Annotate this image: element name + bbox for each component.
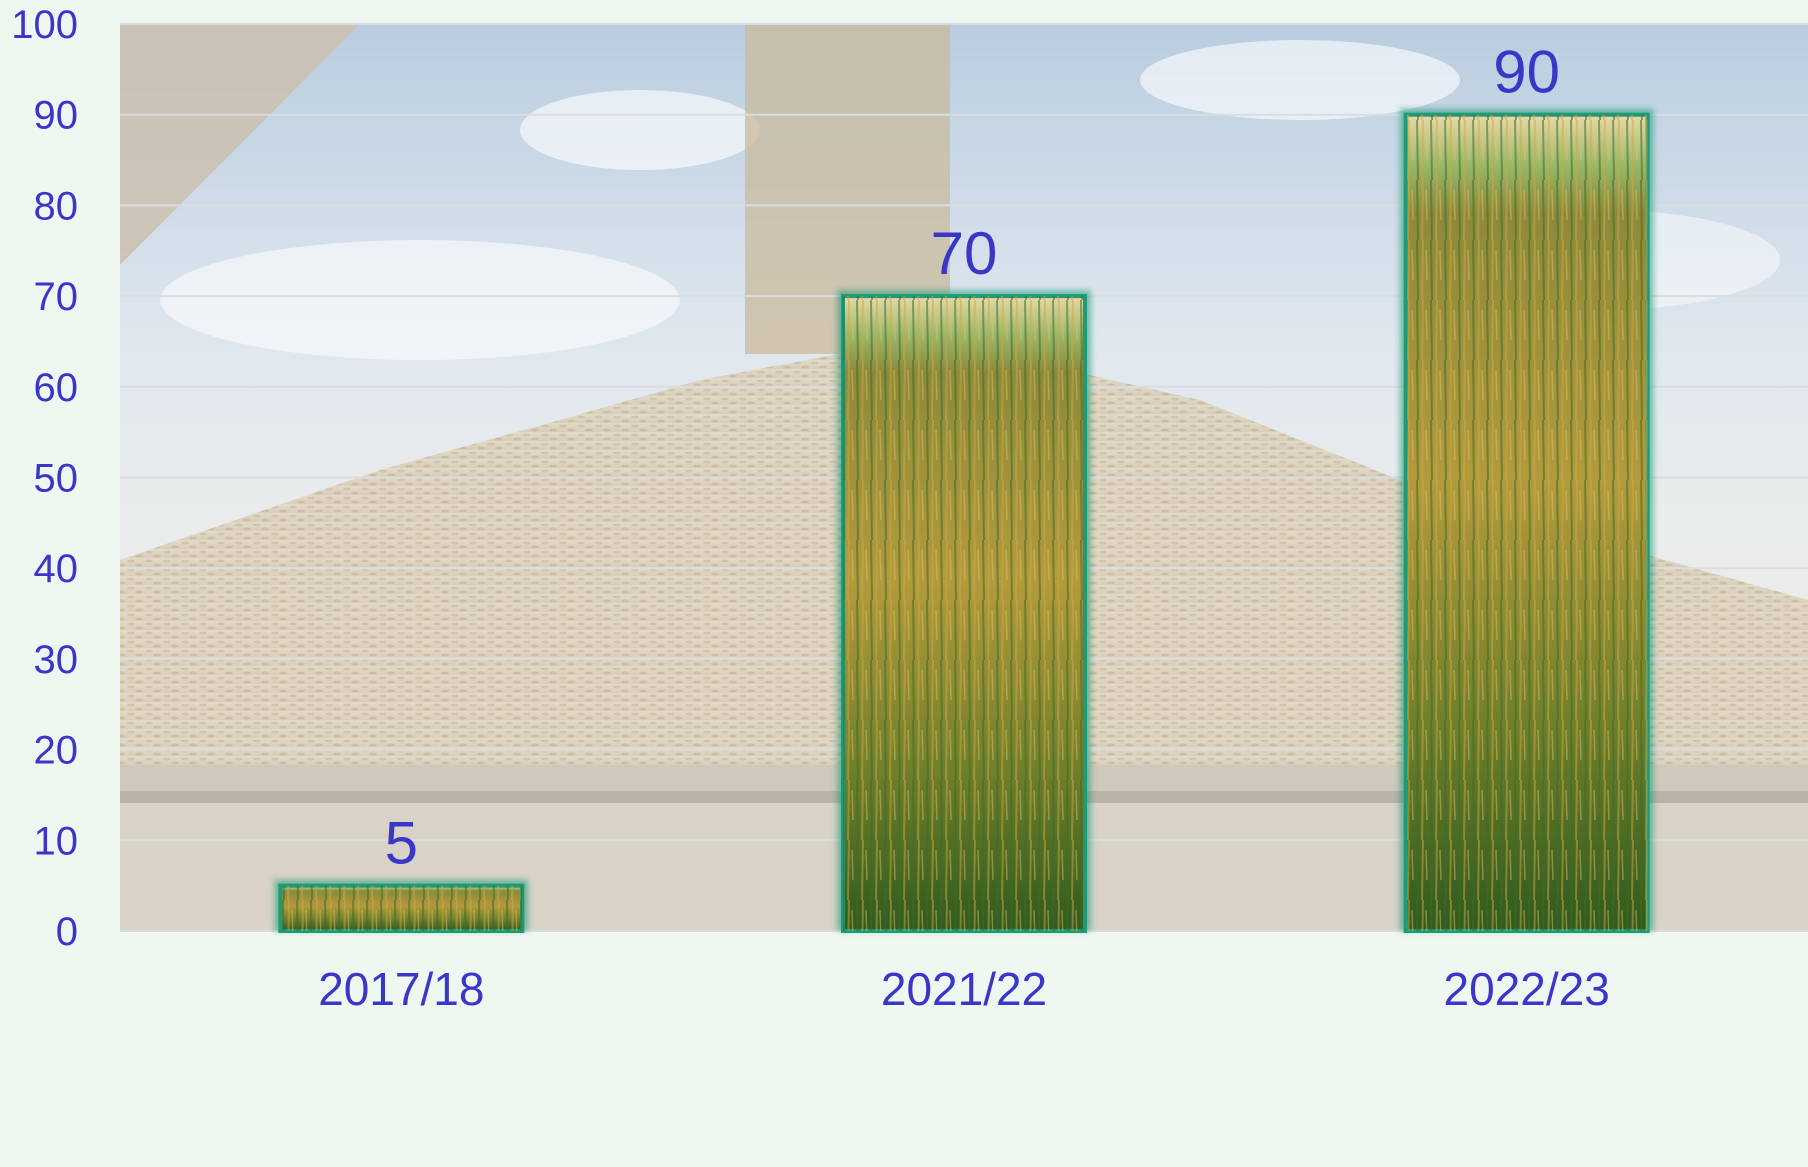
bar-2022-23: 90 bbox=[1399, 39, 1654, 933]
bar-2017-18: 5 bbox=[274, 810, 529, 934]
y-tick-label: 10 bbox=[34, 819, 79, 863]
x-tick-label: 2017/18 bbox=[318, 963, 484, 1015]
y-tick-label: 60 bbox=[34, 366, 79, 410]
data-label: 70 bbox=[931, 220, 998, 287]
bar-2021-22: 70 bbox=[837, 220, 1091, 934]
bar-texture bbox=[280, 885, 523, 931]
y-axis: 0 10 20 30 40 50 60 70 80 90 100 bbox=[11, 3, 78, 954]
bar-texture bbox=[1405, 114, 1648, 931]
y-tick-label: 40 bbox=[34, 547, 79, 591]
x-axis: 2017/18 2021/22 2022/23 bbox=[318, 963, 1610, 1015]
x-tick-label: 2021/22 bbox=[881, 963, 1047, 1015]
y-tick-label: 70 bbox=[34, 275, 79, 319]
y-tick-label: 0 bbox=[56, 910, 78, 954]
y-tick-label: 50 bbox=[34, 457, 79, 501]
data-label: 90 bbox=[1493, 39, 1560, 106]
data-label: 5 bbox=[385, 810, 418, 877]
bars: 5 70 90 bbox=[274, 39, 1654, 934]
y-tick-label: 20 bbox=[34, 729, 79, 773]
y-tick-label: 80 bbox=[34, 184, 79, 228]
y-tick-label: 100 bbox=[11, 3, 78, 47]
y-tick-label: 90 bbox=[34, 94, 79, 138]
bar-texture bbox=[843, 296, 1085, 932]
x-tick-label: 2022/23 bbox=[1444, 963, 1610, 1015]
y-tick-label: 30 bbox=[34, 638, 79, 682]
